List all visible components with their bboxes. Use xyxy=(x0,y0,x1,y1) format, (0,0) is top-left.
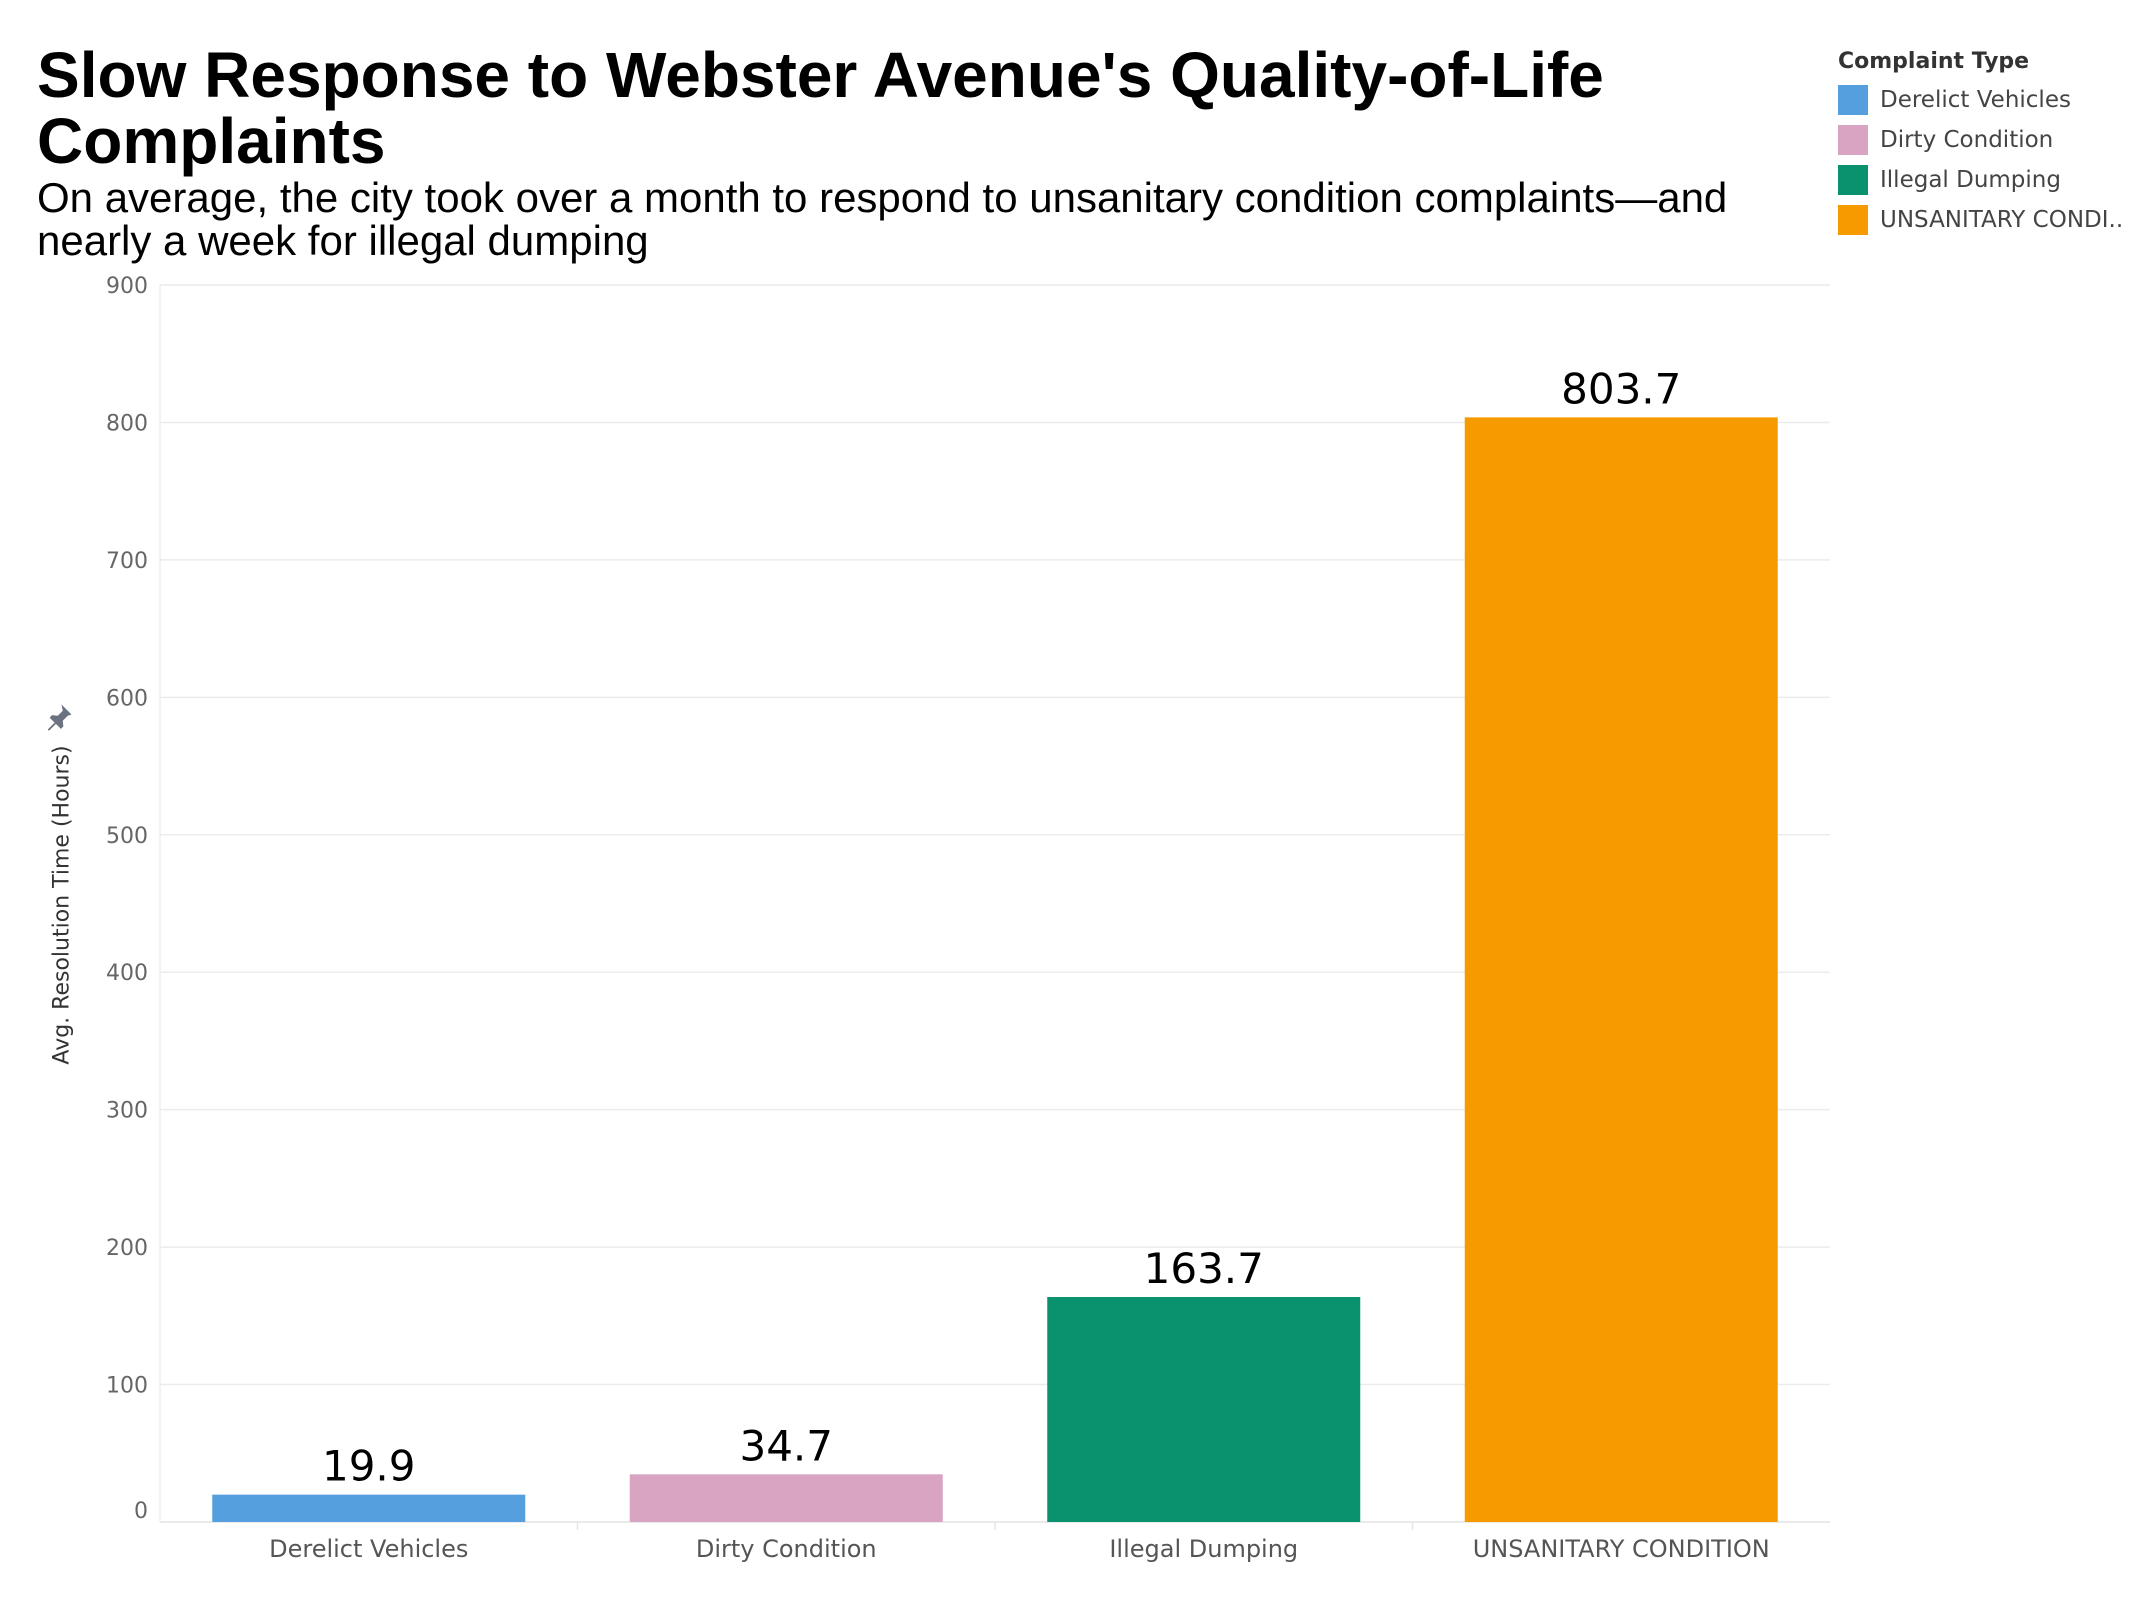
bar-dirty-condition xyxy=(629,1474,943,1522)
y-tick-label: 0 xyxy=(134,1499,148,1524)
y-tick-label: 600 xyxy=(106,686,148,711)
x-tick-label: Derelict Vehicles xyxy=(269,1535,468,1563)
x-tick-label: UNSANITARY CONDITION xyxy=(1473,1535,1770,1563)
y-tick-label: 800 xyxy=(106,411,148,436)
data-label: 803.7 xyxy=(1561,364,1681,413)
legend-item-unsanitary-condition[interactable]: UNSANITARY CONDI.. xyxy=(1838,200,2137,240)
legend-swatch xyxy=(1838,125,1868,155)
bar-derelict-vehicles xyxy=(212,1494,526,1522)
legend-title: Complaint Type xyxy=(1838,49,2030,74)
chart-title: Slow Response to Webster Avenue's Qualit… xyxy=(37,39,1604,177)
pin-icon[interactable] xyxy=(44,702,74,732)
data-label: 163.7 xyxy=(1144,1244,1264,1293)
legend-swatch xyxy=(1838,165,1868,195)
y-tick-label: 700 xyxy=(106,549,148,574)
data-label: 34.7 xyxy=(739,1421,833,1470)
x-tick-label: Illegal Dumping xyxy=(1109,1535,1298,1563)
data-label: 19.9 xyxy=(322,1442,416,1491)
legend-swatch xyxy=(1838,85,1868,115)
x-tick-label: Dirty Condition xyxy=(696,1535,877,1563)
legend-swatch xyxy=(1838,205,1868,235)
y-tick-label: 500 xyxy=(106,824,148,849)
y-tick-label: 300 xyxy=(106,1099,148,1124)
bar-illegal-dumping xyxy=(1047,1297,1361,1522)
legend: Complaint Type Derelict Vehicles Dirty C… xyxy=(1838,44,2137,240)
y-tick-label: 200 xyxy=(106,1236,148,1261)
chart-subtitle: On average, the city took over a month t… xyxy=(37,174,1728,264)
y-tick-label: 100 xyxy=(106,1374,148,1399)
bar-unsanitary-condition xyxy=(1464,417,1778,1522)
legend-item-illegal-dumping[interactable]: Illegal Dumping xyxy=(1838,160,2137,200)
legend-item-derelict-vehicles[interactable]: Derelict Vehicles xyxy=(1838,80,2137,120)
y-tick-label: 400 xyxy=(106,961,148,986)
legend-item-dirty-condition[interactable]: Dirty Condition xyxy=(1838,120,2137,160)
y-tick-label: 900 xyxy=(106,274,148,299)
